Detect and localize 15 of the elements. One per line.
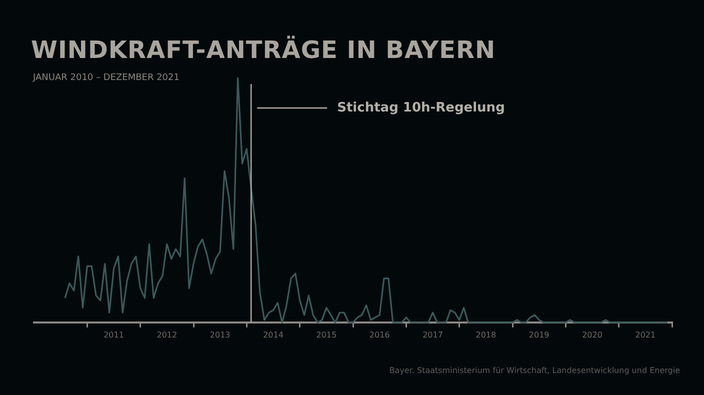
x-tick-label: 2019	[528, 330, 550, 340]
x-tick-label: 2012	[156, 330, 178, 340]
chart-title: WINDKRAFT-ANTRÄGE IN BAYERN	[31, 36, 496, 64]
x-tick-label: 2011	[104, 330, 124, 340]
ref-line-label: Stichtag 10h-Regelung	[337, 100, 505, 116]
x-tick-label: 2017	[422, 330, 443, 340]
chart-subtitle: JANUAR 2010 – DEZEMBER 2021	[33, 73, 180, 83]
x-tick-label: 2020	[582, 330, 602, 340]
x-tick-label: 2016	[369, 330, 390, 340]
x-tick-label: 2015	[316, 330, 337, 340]
x-tick-label: 2014	[263, 330, 284, 340]
x-tick-label: 2021	[635, 330, 656, 340]
x-tick-label: 2018	[476, 330, 496, 340]
text: Bayer. Staatsministerium für Wirtschaft, Landesentwicklung und Energie	[389, 366, 680, 375]
x-tick-label: 2013	[210, 330, 230, 340]
